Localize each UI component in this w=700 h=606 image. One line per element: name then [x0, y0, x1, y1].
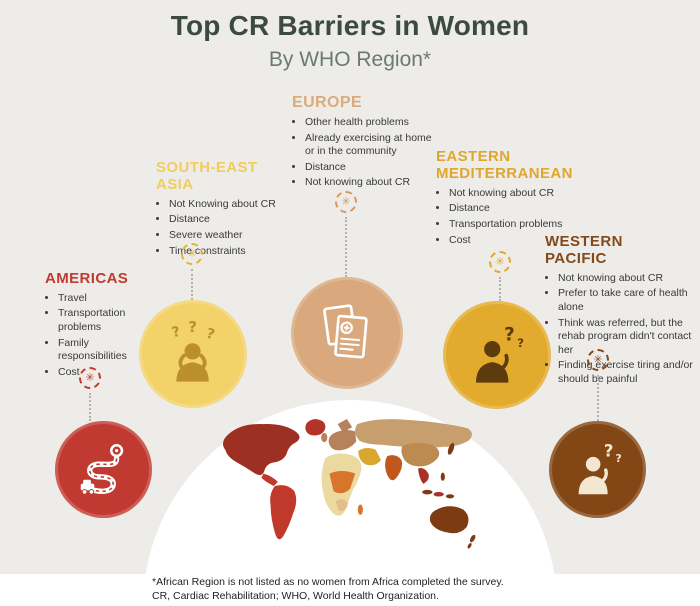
svg-text:?: ?	[171, 324, 183, 341]
footnote: *African Region is not listed as no wome…	[152, 575, 632, 603]
confused-person-icon: ? ? ?	[171, 319, 217, 383]
barrier-item: Prefer to take care of health alone	[558, 287, 697, 314]
region-eastern-mediterranean-title: EASTERN MEDITERRANEAN	[436, 148, 573, 182]
region-europe-title: EUROPE	[292, 94, 362, 111]
western-pacific-marker-badge: ✳	[587, 349, 609, 371]
barrier-item: Not knowing about CR	[449, 187, 594, 201]
region-western-pacific-barrier-list: Not knowing about CR Prefer to take care…	[545, 272, 697, 387]
questioning-person-icon: ? ?	[476, 325, 525, 384]
svg-text:?: ?	[518, 336, 525, 350]
region-south-east-asia: SOUTH-EAST ASIA Not Knowing about CR Dis…	[156, 159, 288, 260]
region-europe: EUROPE Other health problems Already exe…	[292, 94, 434, 192]
asterisk-badge-icon: ✳	[495, 255, 505, 268]
asterisk-badge-icon: ✳	[85, 371, 95, 384]
eastern-mediterranean-connector-line	[499, 277, 501, 301]
americas-connector-line	[89, 393, 91, 421]
europe-circle	[291, 277, 403, 389]
barrier-item: Transportation problems	[449, 218, 594, 232]
americas-marker-badge: ✳	[79, 367, 101, 389]
region-eastern-mediterranean: EASTERN MEDITERRANEAN Not knowing about …	[436, 148, 594, 249]
europe-connector-line	[345, 217, 347, 277]
footnote-line-2: CR, Cardiac Rehabilitation; WHO, World H…	[152, 590, 439, 603]
world-map	[222, 418, 476, 549]
svg-text:?: ?	[604, 442, 614, 461]
western-pacific-connector-line	[597, 375, 599, 421]
page-title: Top CR Barriers in Women	[170, 10, 530, 41]
barrier-item: Not knowing about CR	[305, 176, 434, 190]
barrier-item: Other health problems	[305, 116, 434, 130]
region-western-pacific-title: WESTERN PACIFIC	[545, 233, 623, 267]
region-americas: AMERICAS Travel Transportation problems …	[45, 270, 157, 382]
svg-text:?: ?	[189, 319, 198, 336]
medical-documents-icon	[323, 304, 368, 359]
region-americas-barrier-list: Travel Transportation problems Family re…	[45, 292, 157, 380]
route-map-icon	[81, 444, 124, 496]
region-south-east-asia-barrier-list: Not Knowing about CR Distance Severe wea…	[156, 198, 288, 259]
barrier-item: Distance	[169, 213, 288, 227]
south-east-asia-marker-badge: ✳	[181, 243, 203, 265]
region-europe-barrier-list: Other health problems Already exercising…	[292, 116, 434, 190]
barrier-item: Already exercising at home or in the com…	[305, 132, 434, 159]
eastern-mediterranean-circle: ? ?	[443, 301, 551, 409]
svg-text:?: ?	[205, 326, 217, 343]
svg-text:?: ?	[616, 453, 622, 466]
region-eastern-mediterranean-barrier-list: Not knowing about CR Distance Transporta…	[436, 187, 594, 248]
asterisk-badge-icon: ✳	[187, 247, 197, 260]
barrier-item: Distance	[305, 161, 434, 175]
barrier-item: Not Knowing about CR	[169, 198, 288, 212]
svg-text:?: ?	[505, 325, 516, 346]
asterisk-badge-icon: ✳	[593, 353, 603, 366]
barrier-item: Cost	[58, 366, 157, 380]
eastern-mediterranean-marker-badge: ✳	[489, 251, 511, 273]
region-south-east-asia-title: SOUTH-EAST ASIA	[156, 159, 258, 193]
europe-marker-badge: ✳	[335, 191, 357, 213]
page-subtitle: By WHO Region*	[268, 48, 432, 71]
barrier-item: Distance	[449, 202, 594, 216]
barrier-item: Family responsibilities	[58, 337, 157, 364]
barrier-item: Transportation problems	[58, 307, 157, 334]
footnote-line-1: *African Region is not listed as no wome…	[152, 576, 504, 588]
barrier-item: Finding exercise tiring and/or should be…	[558, 359, 697, 386]
americas-circle	[55, 421, 152, 518]
western-pacific-circle: ? ?	[549, 421, 646, 518]
barrier-item: Travel	[58, 292, 157, 306]
south-east-asia-connector-line	[191, 269, 193, 300]
south-east-asia-circle: ? ? ?	[139, 300, 247, 408]
barrier-item: Think was referred, but the rehab progra…	[558, 317, 697, 358]
barrier-item: Cost	[449, 234, 594, 248]
asterisk-badge-icon: ✳	[341, 195, 351, 208]
questioning-person-icon: ? ?	[579, 442, 622, 495]
barrier-item: Not knowing about CR	[558, 272, 697, 286]
region-western-pacific: WESTERN PACIFIC Not knowing about CR Pre…	[545, 233, 697, 389]
region-americas-title: AMERICAS	[45, 270, 129, 287]
barrier-item: Severe weather	[169, 229, 288, 243]
